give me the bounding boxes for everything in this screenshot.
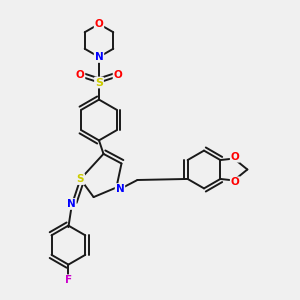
Text: S: S <box>77 174 84 184</box>
Text: N: N <box>116 184 124 194</box>
Text: N: N <box>94 52 103 62</box>
Text: O: O <box>113 70 122 80</box>
Text: O: O <box>94 19 103 29</box>
Text: N: N <box>67 199 76 209</box>
Text: O: O <box>231 152 239 162</box>
Text: F: F <box>65 275 72 285</box>
Text: O: O <box>231 177 239 187</box>
Text: S: S <box>95 77 103 88</box>
Text: O: O <box>76 70 85 80</box>
